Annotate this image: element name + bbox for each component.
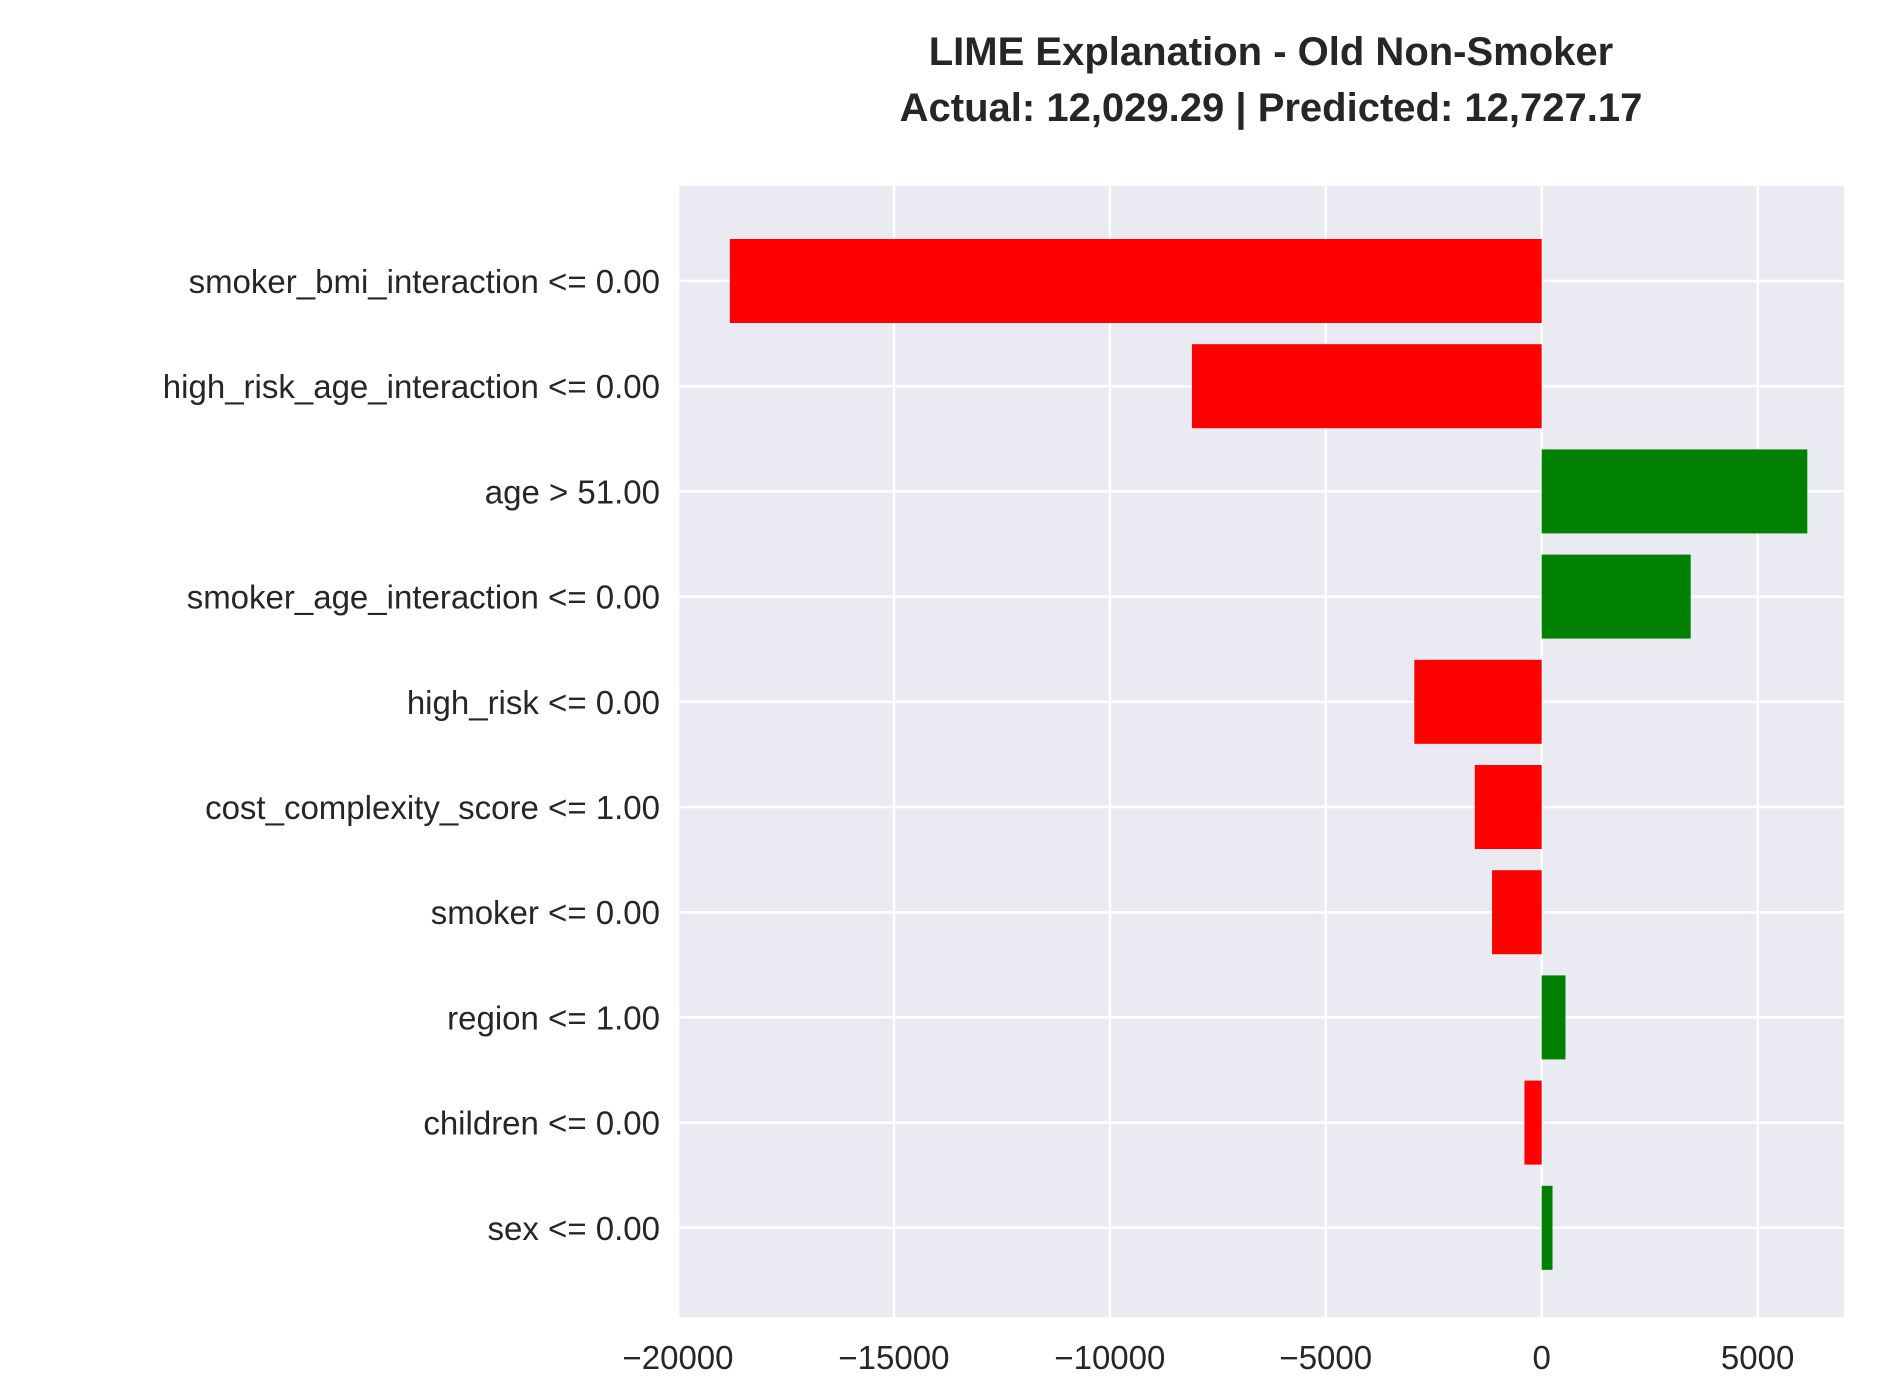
bar bbox=[1492, 870, 1542, 955]
x-tick-label: −20000 bbox=[622, 1339, 733, 1376]
y-tick-label: high_risk <= 0.00 bbox=[407, 684, 660, 721]
bar bbox=[729, 239, 1542, 323]
y-tick-labels: smoker_bmi_interaction <= 0.00 high_risk_… bbox=[163, 263, 660, 1247]
bar bbox=[1541, 554, 1691, 639]
bar bbox=[1524, 1080, 1542, 1165]
x-tick-labels: −20000 −15000 −10000 −5000 0 5000 bbox=[622, 1339, 1794, 1376]
y-tick-label: sex <= 0.00 bbox=[488, 1210, 660, 1247]
x-tick-label: 5000 bbox=[1721, 1339, 1794, 1376]
bars bbox=[729, 239, 1808, 1270]
y-tick-label: region <= 1.00 bbox=[447, 999, 660, 1036]
y-tick-label: smoker_bmi_interaction <= 0.00 bbox=[189, 263, 660, 300]
bar bbox=[1541, 975, 1566, 1060]
chart-subtitle: Actual: 12,029.29 | Predicted: 12,727.17 bbox=[900, 86, 1643, 130]
y-tick-label: children <= 0.00 bbox=[423, 1105, 660, 1142]
y-tick-label: smoker <= 0.00 bbox=[431, 894, 660, 931]
bar bbox=[1541, 1185, 1553, 1270]
bar bbox=[1414, 659, 1542, 744]
chart-title: LIME Explanation - Old Non-Smoker bbox=[929, 30, 1614, 74]
y-tick-label: high_risk_age_interaction <= 0.00 bbox=[163, 368, 660, 405]
bar bbox=[1541, 449, 1808, 534]
y-tick-label: smoker_age_interaction <= 0.00 bbox=[187, 579, 660, 616]
y-tick-label: cost_complexity_score <= 1.00 bbox=[205, 789, 660, 826]
y-tick-label: age > 51.00 bbox=[485, 473, 660, 510]
x-tick-label: −10000 bbox=[1054, 1339, 1165, 1376]
x-tick-label: −15000 bbox=[838, 1339, 949, 1376]
bar bbox=[1474, 765, 1542, 849]
x-tick-label: 0 bbox=[1533, 1339, 1551, 1376]
bar bbox=[1191, 344, 1542, 429]
x-tick-label: −5000 bbox=[1279, 1339, 1372, 1376]
